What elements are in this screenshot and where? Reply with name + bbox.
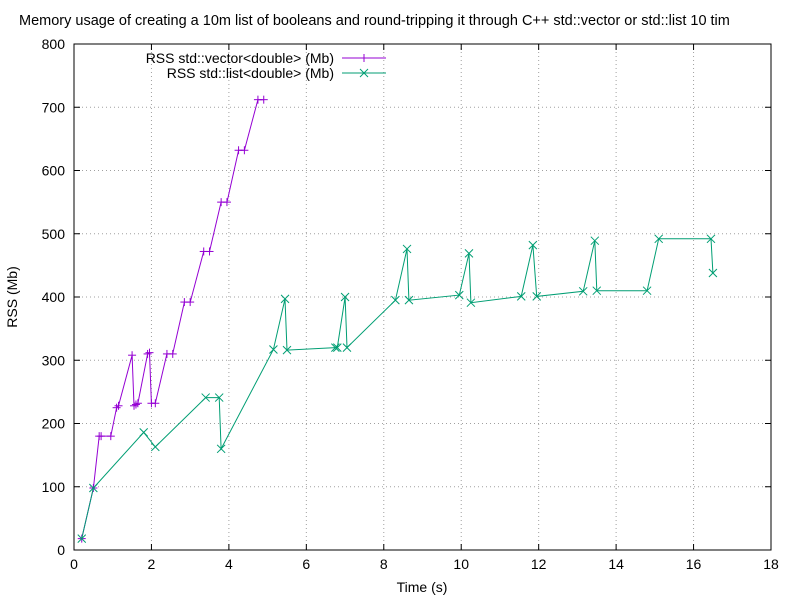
series-line (81, 238, 714, 539)
data-point (332, 343, 342, 352)
data-point (516, 292, 526, 301)
data-point (532, 292, 542, 301)
legend-label: RSS std::vector<double> (Mb) (146, 50, 334, 66)
data-point (186, 298, 195, 307)
legend-entry: RSS std::vector<double> (Mb) (146, 50, 386, 66)
data-point (145, 348, 154, 357)
data-point (133, 399, 142, 408)
x-axis-label: Time (s) (397, 579, 448, 595)
y-tick-label: 500 (42, 226, 66, 242)
data-point (205, 247, 214, 256)
data-point (168, 349, 177, 358)
data-point (654, 234, 664, 244)
legend: RSS std::vector<double> (Mb)RSS std::lis… (146, 50, 386, 81)
x-tick-label: 0 (70, 556, 78, 572)
data-point (708, 268, 718, 278)
data-point (214, 393, 224, 402)
data-point (150, 442, 160, 452)
data-point (592, 286, 602, 296)
data-point (106, 432, 115, 441)
data-point (112, 403, 121, 412)
x-tick-label: 16 (686, 556, 702, 572)
data-point (259, 95, 268, 104)
data-point (151, 399, 160, 408)
data-point (466, 298, 476, 308)
x-tick-label: 18 (763, 556, 779, 572)
x-tick-label: 10 (453, 556, 469, 572)
y-tick-label: 300 (42, 352, 66, 368)
y-tick-label: 100 (42, 479, 66, 495)
data-point (340, 292, 350, 302)
data-point (131, 400, 140, 409)
y-tick-label: 800 (42, 36, 66, 52)
series-line (81, 99, 264, 539)
y-tick-label: 600 (42, 163, 66, 179)
x-tick-label: 8 (380, 556, 388, 572)
data-point (89, 483, 98, 493)
data-point (590, 236, 600, 246)
x-tick-label: 6 (302, 556, 310, 572)
data-point (139, 428, 149, 437)
data-point (464, 249, 474, 258)
y-tick-labels: 0 100 200 300 400 500 600 700 800 (42, 36, 66, 558)
data-point (578, 286, 588, 296)
data-point (280, 294, 290, 304)
legend-entry: RSS std::list<double> (Mb) (167, 65, 386, 81)
data-point (331, 343, 340, 352)
x-tick-labels: 0 2 4 6 8 10 12 14 16 18 (70, 556, 779, 572)
series (77, 95, 718, 543)
y-axis-label: RSS (Mb) (4, 266, 20, 327)
data-point (222, 198, 231, 207)
series-2 (77, 234, 718, 543)
series-1 (77, 95, 268, 543)
y-tick-label: 200 (42, 416, 66, 432)
data-point (454, 290, 464, 300)
chart-title: Memory usage of creating a 10m list of b… (19, 13, 730, 29)
y-tick-label: 0 (57, 542, 65, 558)
y-tick-label: 400 (42, 289, 66, 305)
data-point (402, 244, 412, 254)
data-point (528, 240, 538, 250)
data-point (97, 432, 106, 441)
legend-label: RSS std::list<double> (Mb) (167, 65, 334, 81)
legend-marker (360, 54, 368, 62)
data-point (114, 401, 123, 410)
data-point (128, 351, 137, 360)
data-point (201, 393, 211, 402)
data-point (143, 349, 152, 358)
x-tick-label: 12 (531, 556, 547, 572)
data-point (391, 295, 400, 305)
data-point (77, 534, 87, 543)
data-point (342, 343, 352, 352)
x-tick-label: 2 (148, 556, 156, 572)
data-point (404, 295, 414, 305)
data-point (216, 444, 226, 454)
grid (74, 44, 771, 550)
data-point (706, 234, 716, 244)
legend-marker (359, 68, 369, 78)
y-tick-label: 700 (42, 99, 66, 115)
data-point (282, 345, 292, 355)
x-tick-label: 14 (608, 556, 624, 572)
x-tick-label: 4 (225, 556, 233, 572)
data-point (642, 286, 652, 296)
data-point (269, 345, 278, 354)
data-point (240, 146, 249, 155)
axis-ticks (73, 43, 772, 551)
